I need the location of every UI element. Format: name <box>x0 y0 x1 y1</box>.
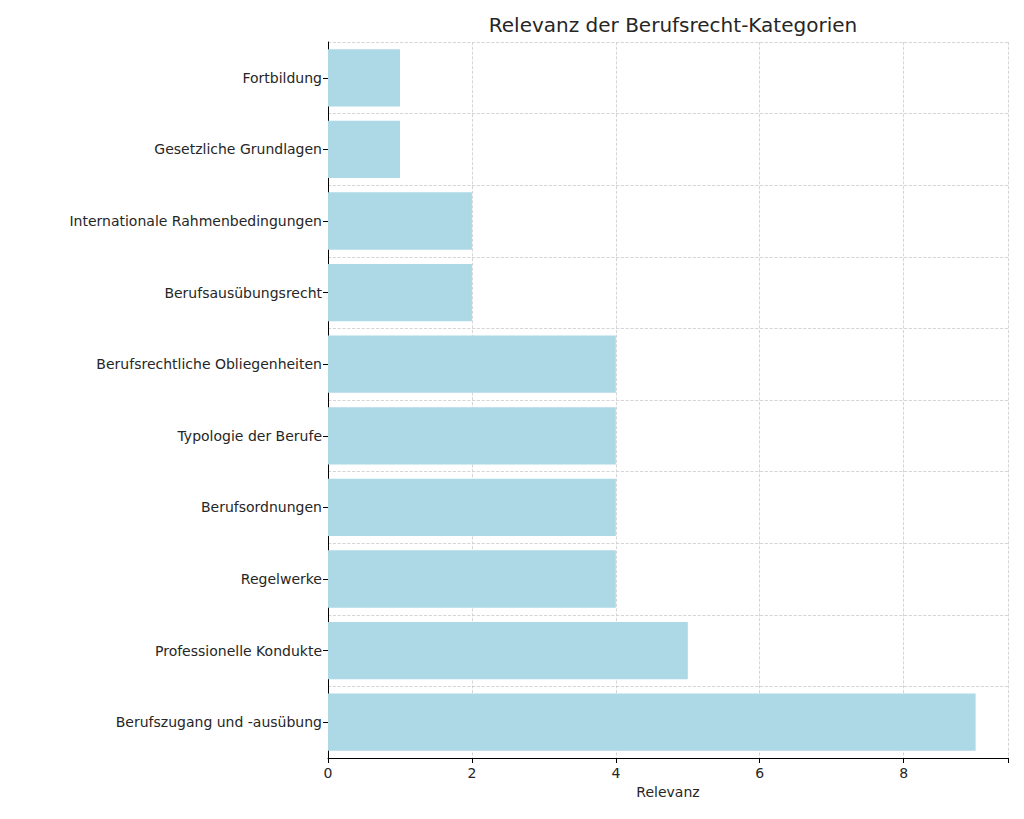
svg-text:Relevanz: Relevanz <box>636 784 699 800</box>
svg-text:Typologie der Berufe: Typologie der Berufe <box>177 428 323 444</box>
svg-text:Internationale Rahmenbedingung: Internationale Rahmenbedingungen <box>69 213 322 229</box>
svg-text:Berufsausübungsrecht: Berufsausübungsrecht <box>164 285 322 301</box>
svg-text:8: 8 <box>899 765 908 781</box>
svg-text:0: 0 <box>324 765 333 781</box>
svg-text:2: 2 <box>467 765 476 781</box>
svg-text:4: 4 <box>611 765 620 781</box>
svg-text:Berufszugang und -ausübung: Berufszugang und -ausübung <box>116 714 322 730</box>
svg-text:Professionelle Kondukte: Professionelle Kondukte <box>155 643 322 659</box>
svg-text:6: 6 <box>755 765 764 781</box>
svg-text:Regelwerke: Regelwerke <box>241 571 322 587</box>
svg-text:Fortbildung: Fortbildung <box>242 70 322 86</box>
svg-text:Berufsrechtliche Obliegenheite: Berufsrechtliche Obliegenheiten <box>96 356 322 372</box>
svg-text:Berufsordnungen: Berufsordnungen <box>201 499 322 515</box>
svg-text:Gesetzliche Grundlagen: Gesetzliche Grundlagen <box>154 141 322 157</box>
svg-text:Relevanz der Berufsrecht-Kateg: Relevanz der Berufsrecht-Kategorien <box>489 13 857 37</box>
